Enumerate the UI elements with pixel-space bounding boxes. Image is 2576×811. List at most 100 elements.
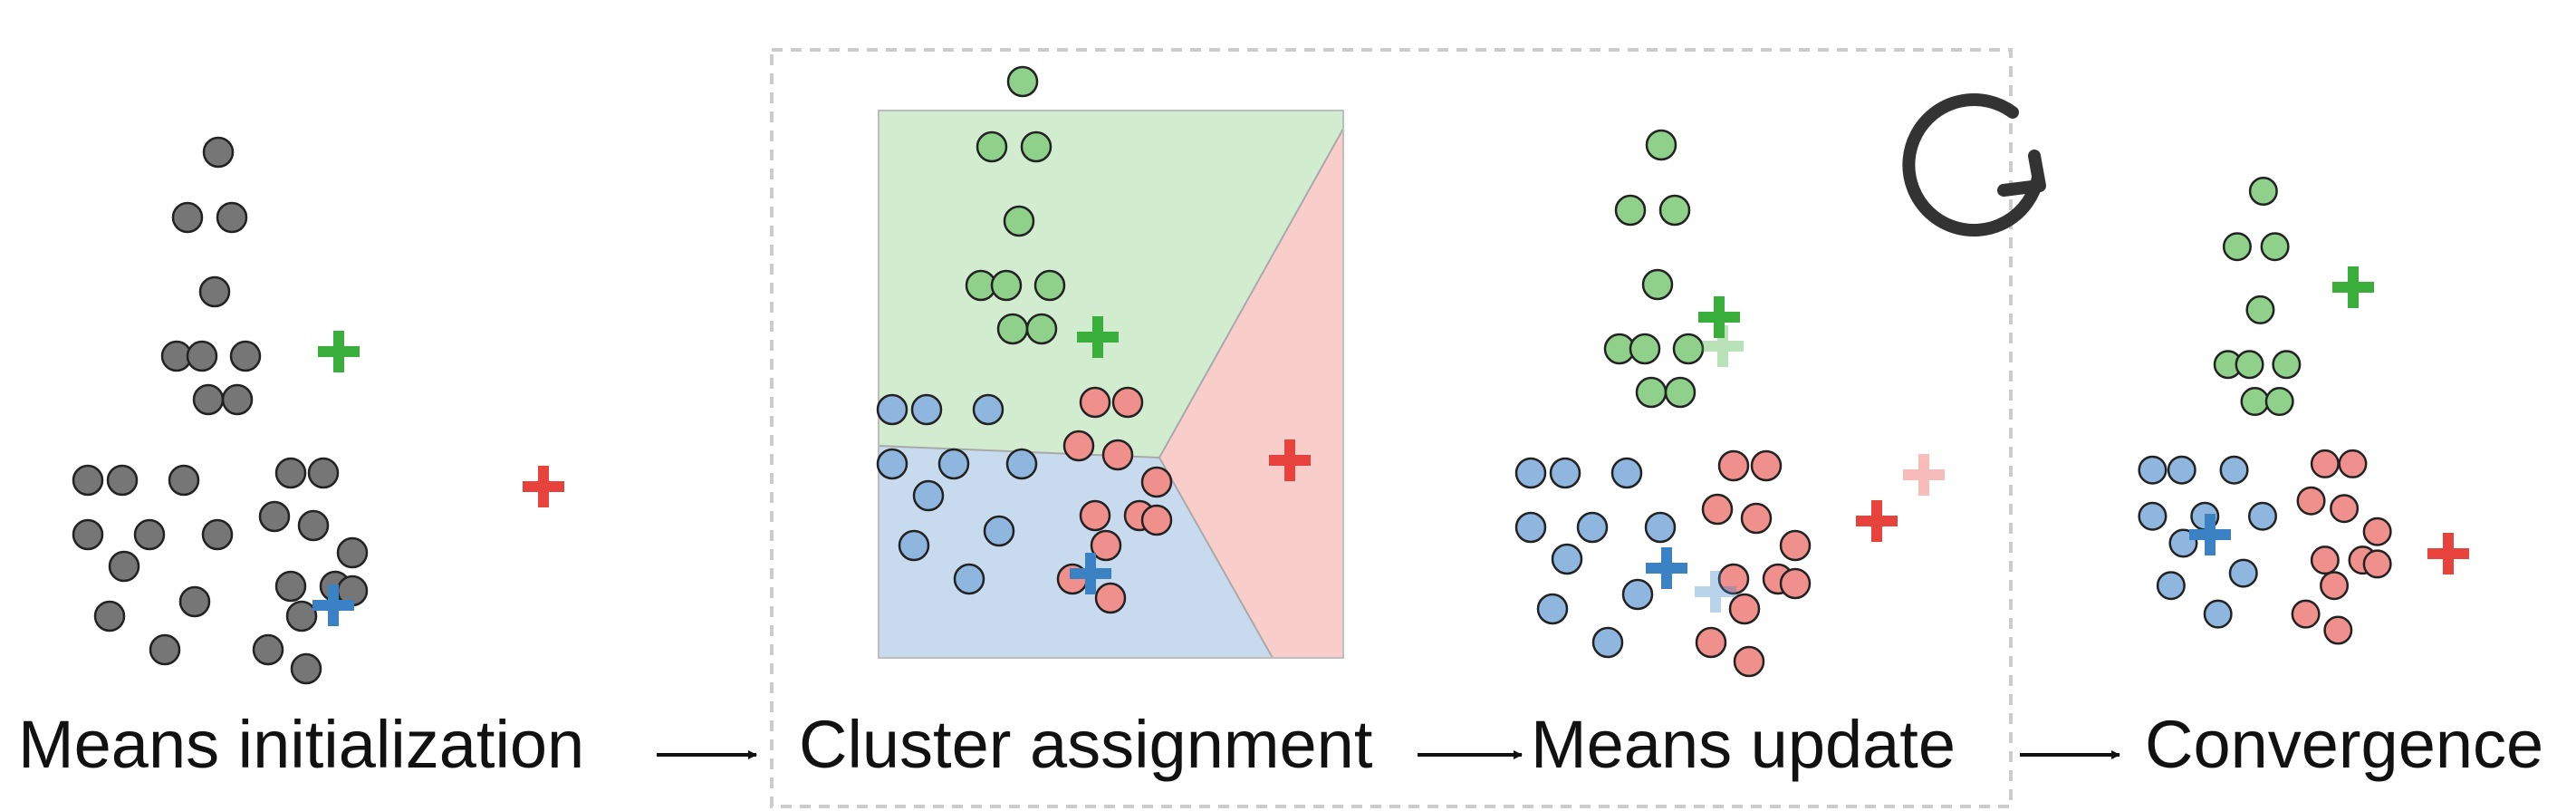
data-point [1514, 511, 1547, 544]
data-point [2138, 501, 2167, 531]
data-point [168, 464, 200, 497]
data-point [258, 500, 291, 533]
red-mean-marker [2427, 533, 2469, 574]
data-point [1614, 194, 1647, 227]
data-point [983, 515, 1015, 547]
data-point [2310, 545, 2340, 575]
blue-mean-marker [312, 584, 354, 626]
data-point [1033, 269, 1066, 302]
stage-label-means-update: Means update [1531, 707, 1956, 782]
data-point [2338, 449, 2368, 478]
data-point [285, 600, 318, 632]
data-point [1629, 333, 1661, 365]
data-point [953, 563, 985, 595]
iteration-loop-frame [770, 48, 2013, 808]
data-point [2235, 350, 2264, 380]
data-point [1079, 499, 1111, 532]
data-point [2362, 517, 2392, 546]
data-point [976, 130, 1008, 163]
data-point [2272, 350, 2302, 380]
blue-mean-marker [1646, 547, 1687, 589]
cluster-means [312, 266, 2469, 626]
red-mean-marker [1856, 500, 1898, 542]
data-point [290, 652, 322, 685]
data-point [274, 570, 307, 603]
data-point [297, 509, 330, 542]
data-point [186, 340, 218, 372]
data-point [937, 448, 970, 480]
data-point [2156, 571, 2186, 601]
data-point [216, 201, 248, 234]
data-point [72, 518, 104, 551]
data-point [1717, 563, 1750, 595]
data-point [2291, 599, 2321, 629]
data-point [133, 518, 166, 551]
data-point [1090, 529, 1122, 562]
data-point [2219, 455, 2249, 485]
circular-arrow-icon [1902, 93, 2046, 237]
data-point [201, 518, 234, 551]
data-point [1635, 376, 1668, 409]
data-point [93, 600, 126, 632]
data-point [1664, 376, 1697, 409]
data-point [1672, 333, 1705, 365]
data-point [198, 275, 231, 308]
data-point [149, 633, 181, 666]
data-point [1779, 529, 1812, 562]
data-point [1576, 511, 1609, 544]
data-point [1644, 511, 1677, 544]
data-point [178, 585, 211, 618]
data-point [2247, 501, 2278, 531]
green-region [879, 111, 1343, 458]
data-point [1020, 130, 1053, 163]
data-point [2203, 599, 2233, 629]
assignment-panel-border [878, 110, 1344, 659]
data-point [1006, 65, 1039, 98]
red-region [1159, 129, 1343, 658]
data-point [1536, 593, 1569, 625]
data-point [2320, 571, 2350, 601]
data-point [2240, 387, 2270, 417]
data-point [1621, 578, 1654, 611]
data-point [106, 464, 139, 497]
data-point [1101, 439, 1134, 471]
data-point [274, 457, 307, 489]
blue-mean-marker [2189, 514, 2231, 555]
blue-region [879, 446, 1273, 658]
data-point [171, 201, 204, 234]
data-point [2167, 455, 2196, 485]
data-point [2222, 232, 2252, 262]
data-point [1551, 543, 1583, 575]
data-point [1658, 194, 1691, 227]
old-red-mean-marker [1903, 454, 1945, 496]
data-point [1549, 457, 1581, 489]
data-point [1140, 466, 1173, 498]
data-point [1717, 449, 1750, 482]
data-point [2330, 494, 2360, 524]
data-point [2296, 486, 2326, 516]
data-point [1641, 268, 1674, 301]
stage-label-cluster-assignment: Cluster assignment [799, 707, 1373, 782]
data-point [1779, 567, 1812, 600]
data-point [2260, 232, 2290, 262]
data-points [72, 65, 2392, 685]
data-point [2310, 449, 2340, 478]
data-point [229, 340, 262, 372]
old-blue-mean-marker [1695, 571, 1736, 613]
data-point [2362, 549, 2392, 579]
data-point [1003, 205, 1035, 237]
data-point [1695, 626, 1727, 659]
stage-label-convergence: Convergence [2145, 707, 2544, 782]
data-point [108, 550, 140, 583]
data-point [912, 479, 945, 512]
data-point [252, 633, 284, 666]
green-mean-marker [1077, 316, 1119, 358]
data-point [1094, 582, 1127, 614]
data-point [1514, 457, 1547, 489]
data-point [2264, 387, 2294, 417]
data-point [990, 269, 1023, 302]
red-mean-marker [523, 466, 564, 507]
data-point [1062, 430, 1095, 462]
stage-label-means-initialization: Means initialization [18, 707, 585, 782]
